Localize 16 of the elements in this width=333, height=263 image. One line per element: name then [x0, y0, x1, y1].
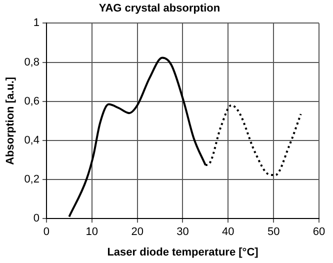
x-tick-label: 50 [267, 226, 280, 238]
y-tick-label: 0,2 [24, 174, 40, 186]
y-tick-label: 0,8 [24, 56, 40, 68]
x-axis-title: Laser diode temperature [°C] [107, 246, 259, 258]
y-tick-label: 0,4 [24, 134, 40, 146]
chart-title: YAG crystal absorption [98, 2, 220, 15]
y-axis-title: Absorption [a.u.] [4, 76, 17, 165]
y-tick-label: 0 [33, 212, 40, 225]
x-tick-label: 40 [222, 226, 234, 238]
x-tick-label: 30 [176, 226, 189, 238]
y-tick-label: 1 [33, 17, 40, 30]
x-tick-label: 20 [131, 226, 144, 238]
x-tick-label: 10 [86, 226, 98, 238]
y-tick-label: 0,6 [24, 95, 40, 108]
x-tick-label: 60 [312, 226, 326, 238]
x-tick-label: 0 [43, 226, 50, 238]
